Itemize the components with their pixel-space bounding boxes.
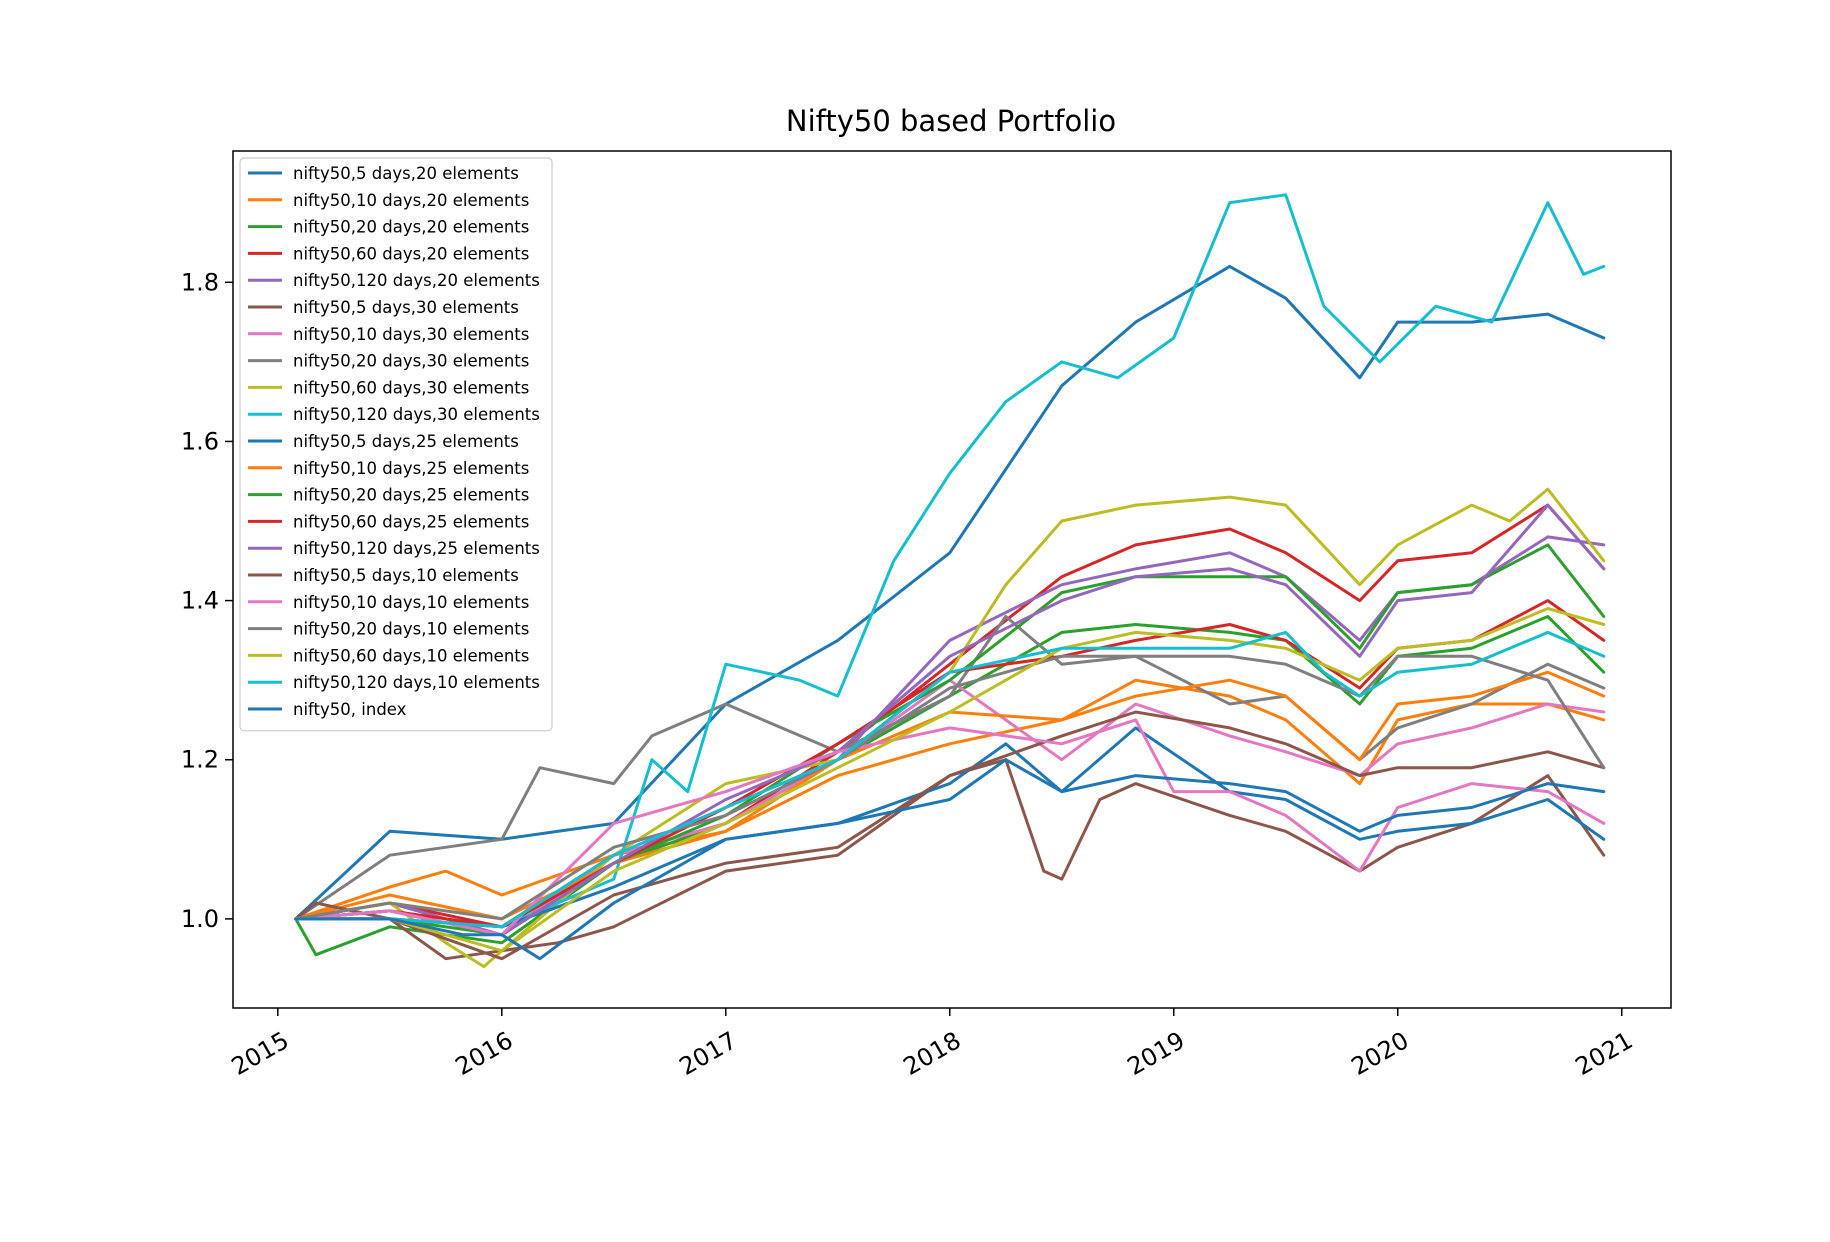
series-line-9 xyxy=(294,487,1606,969)
series-line-21 xyxy=(294,758,1606,961)
legend-label: nifty50,5 days,20 elements xyxy=(293,164,519,183)
series-line-1 xyxy=(294,264,1606,921)
legend-label: nifty50,5 days,25 elements xyxy=(293,432,519,451)
series-line-10 xyxy=(294,193,1606,929)
series-line-15 xyxy=(294,503,1606,937)
legend-label: nifty50,120 days,10 elements xyxy=(293,673,540,692)
series-line-20 xyxy=(294,630,1606,929)
legend-label: nifty50,5 days,30 elements xyxy=(293,298,519,317)
y-tick-label: 1.2 xyxy=(181,746,219,774)
legend-label: nifty50,20 days,20 elements xyxy=(293,218,529,237)
series-line-16 xyxy=(294,710,1606,961)
y-axis: 1.0 1.2 1.4 1.6 1.8 xyxy=(181,268,233,933)
legend-label: nifty50,60 days,25 elements xyxy=(293,512,529,531)
y-tick-label: 1.4 xyxy=(181,587,219,615)
legend-label: nifty50,120 days,30 elements xyxy=(293,405,540,424)
y-tick-label: 1.8 xyxy=(181,268,219,296)
legend-box xyxy=(239,157,553,732)
legend-label: nifty50,60 days,10 elements xyxy=(293,646,529,665)
series-line-8 xyxy=(294,615,1606,921)
legend-label: nifty50,20 days,10 elements xyxy=(293,620,529,639)
legend-label: nifty50,120 days,20 elements xyxy=(293,271,540,290)
legend-label: nifty50,20 days,25 elements xyxy=(293,486,529,505)
plot-frame xyxy=(232,150,1672,1009)
legend-label: nifty50, index xyxy=(293,700,407,719)
legend: nifty50,5 days,20 elements nifty50,10 day… xyxy=(239,157,553,732)
chart-title: Nifty50 based Portfolio xyxy=(786,104,1116,138)
legend-label: nifty50,10 days,10 elements xyxy=(293,593,529,612)
legend-label: nifty50,60 days,20 elements xyxy=(293,244,529,263)
legend-label: nifty50,120 days,25 elements xyxy=(293,539,540,558)
series-line-18 xyxy=(294,654,1606,921)
series-line-17 xyxy=(294,718,1606,937)
series-line-19 xyxy=(294,607,1606,953)
y-tick-label: 1.0 xyxy=(181,905,219,933)
legend-label: nifty50,5 days,10 elements xyxy=(293,566,519,585)
legend-label: nifty50,20 days,30 elements xyxy=(293,352,529,371)
legend-label: nifty50,60 days,30 elements xyxy=(293,378,529,397)
legend-label: nifty50,10 days,25 elements xyxy=(293,459,529,478)
series-layer xyxy=(294,193,1606,969)
legend-label: nifty50,10 days,30 elements xyxy=(293,325,529,344)
y-tick-label: 1.6 xyxy=(181,427,219,455)
series-line-3 xyxy=(294,615,1606,957)
legend-label: nifty50,10 days,20 elements xyxy=(293,191,529,210)
